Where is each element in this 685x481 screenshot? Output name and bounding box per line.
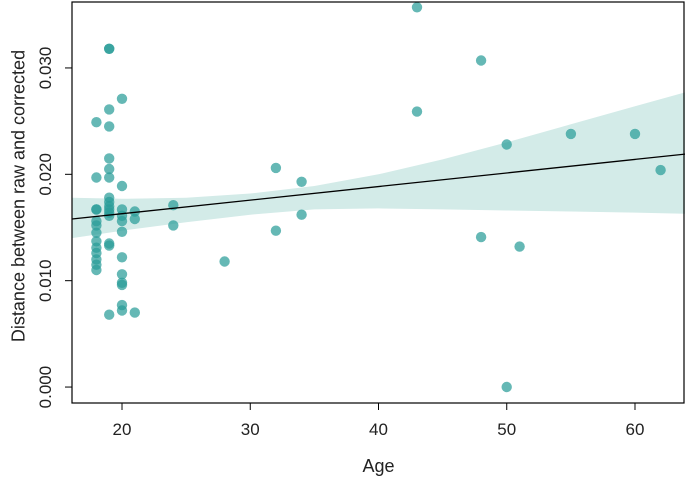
data-point [219, 256, 230, 267]
confidence-band-layer [72, 92, 685, 239]
data-point [104, 153, 115, 164]
y-tick-label: 0.000 [36, 366, 55, 409]
data-point [270, 225, 282, 236]
data-point [91, 264, 102, 276]
data-point [91, 220, 102, 231]
data-point [411, 2, 423, 13]
data-point [116, 180, 128, 192]
data-point [116, 226, 128, 237]
data-point [129, 213, 140, 225]
data-point [104, 240, 115, 251]
data-point [565, 128, 577, 140]
data-point [655, 164, 666, 176]
points-layer [91, 2, 666, 393]
y-tick-label: 0.010 [36, 259, 55, 302]
data-point [629, 128, 641, 140]
x-tick-label: 50 [497, 420, 516, 439]
fit-line-layer [71, 153, 685, 220]
data-point [129, 206, 140, 217]
data-point [475, 231, 487, 243]
data-point [116, 305, 128, 316]
data-point [116, 93, 128, 105]
data-point [91, 227, 102, 238]
x-axis-label: Age [362, 456, 394, 476]
data-point [91, 204, 102, 215]
data-point [116, 215, 128, 227]
x-tick-label: 30 [241, 420, 260, 439]
y-tick-label: 0.030 [36, 47, 55, 90]
data-point [104, 210, 115, 221]
data-point [411, 106, 423, 117]
data-point [514, 241, 525, 252]
data-point [296, 176, 307, 187]
data-point [501, 381, 512, 393]
x-tick-label: 20 [113, 420, 132, 439]
data-point [104, 309, 115, 320]
confidence-band [72, 92, 685, 239]
data-point [91, 117, 102, 128]
data-point [129, 307, 140, 318]
fit-line [71, 153, 685, 220]
data-point [475, 55, 487, 66]
data-point [104, 163, 115, 175]
data-point [104, 172, 115, 183]
data-point [296, 209, 307, 220]
y-axis-ticks: 0.000 0.010 0.020 0.030 [36, 47, 72, 409]
data-point [270, 162, 282, 174]
data-point [116, 252, 128, 263]
y-tick-label: 0.020 [36, 153, 55, 196]
x-tick-label: 60 [626, 420, 645, 439]
data-point [104, 104, 115, 115]
x-tick-label: 40 [369, 420, 388, 439]
x-axis-ticks: 20 30 40 50 60 [113, 403, 645, 439]
data-point [501, 139, 512, 150]
data-point [104, 43, 115, 54]
y-axis-label: Distance between raw and corrected [8, 50, 28, 342]
data-point [168, 220, 179, 231]
data-point [104, 121, 115, 132]
data-point [116, 279, 128, 291]
data-point [116, 269, 128, 280]
data-point [91, 172, 102, 183]
